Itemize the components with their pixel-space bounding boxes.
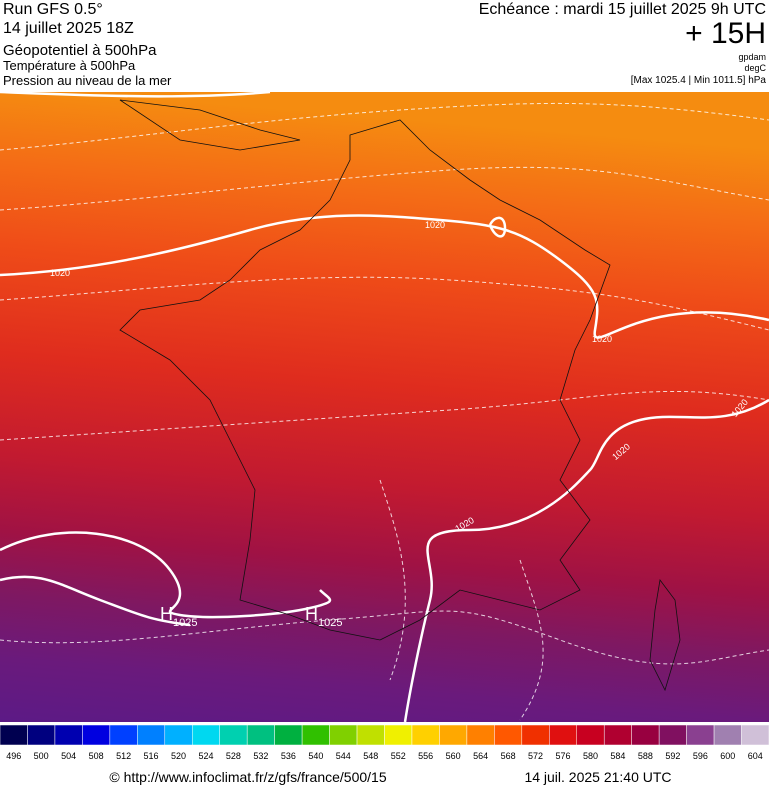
colorbar-label: 536 — [281, 751, 296, 761]
color-swatch — [192, 724, 220, 746]
color-swatch — [603, 724, 632, 746]
color-swatch — [27, 724, 56, 746]
colorbar-label: 580 — [583, 751, 598, 761]
color-swatch — [301, 724, 330, 746]
timestamp: 14 juil. 2025 21:40 UTC — [524, 769, 671, 785]
high-value: 1025 — [173, 617, 197, 629]
unit: degC — [744, 63, 766, 73]
unit: gpdam — [738, 52, 766, 62]
run-date: 14 juillet 2025 18Z — [3, 20, 134, 37]
colorbar-label: 500 — [34, 751, 49, 761]
color-swatch — [0, 724, 28, 746]
colorbar-label: 560 — [446, 751, 461, 761]
colorbar: 496 500 504 508 512 516 520 524 528 532 536 540 544 5… — [0, 724, 769, 761]
colorbar-label: 576 — [556, 751, 571, 761]
colorbar-label: 544 — [336, 751, 351, 761]
colorbar-label: 504 — [61, 751, 76, 761]
color-swatch — [494, 724, 523, 746]
color-swatch — [219, 724, 248, 746]
field-label: Pression au niveau de la mer — [3, 73, 172, 88]
color-swatch — [356, 724, 385, 746]
lead-time: + 15H — [685, 17, 766, 50]
color-swatch — [384, 724, 413, 746]
colorbar-label: 584 — [610, 751, 625, 761]
colorbar-label: 552 — [391, 751, 406, 761]
source: © http://www.infoclimat.fr/z/gfs/france/… — [109, 769, 386, 785]
color-swatch — [686, 724, 715, 746]
colorbar-label: 600 — [720, 751, 735, 761]
isobars — [0, 90, 769, 723]
high-symbol: H — [160, 604, 173, 624]
field-label: Géopotentiel à 500hPa — [3, 42, 157, 59]
color-swatch — [521, 724, 550, 746]
map-field — [0, 92, 769, 722]
color-swatch — [329, 724, 358, 746]
color-swatch — [576, 724, 605, 746]
run-label: Run GFS 0.5° — [3, 1, 103, 18]
color-swatch — [658, 724, 687, 746]
color-swatch — [82, 724, 111, 746]
color-swatch — [439, 724, 468, 746]
field-label: Température à 500hPa — [3, 58, 136, 73]
colorbar-label: 568 — [501, 751, 516, 761]
colorbar-label: 508 — [89, 751, 104, 761]
color-swatch — [466, 724, 495, 746]
color-swatch — [411, 724, 440, 746]
high-value: 1025 — [318, 617, 342, 629]
colorbar-label: 496 — [6, 751, 21, 761]
color-swatch — [713, 724, 742, 746]
color-swatch — [549, 724, 577, 746]
colorbar-label: 588 — [638, 751, 653, 761]
colorbar-label: 548 — [363, 751, 378, 761]
colorbar-label: 520 — [171, 751, 186, 761]
colorbar-label: 592 — [665, 751, 680, 761]
colorbar-label: 532 — [253, 751, 268, 761]
color-swatch — [164, 724, 193, 746]
colorbar-label: 604 — [748, 751, 763, 761]
colorbar-label: 516 — [144, 751, 159, 761]
color-swatch — [54, 724, 83, 746]
isobar-label: 1020 — [592, 334, 612, 344]
colorbar-label: 512 — [116, 751, 131, 761]
isobar-label: 1020 — [425, 220, 445, 230]
color-swatch — [246, 724, 275, 746]
color-swatch — [274, 724, 303, 746]
colorbar-label: 540 — [308, 751, 323, 761]
color-swatch — [631, 724, 660, 746]
color-swatch — [109, 724, 138, 746]
colorbar-label: 524 — [198, 751, 213, 761]
isobar-label: 1020 — [50, 268, 70, 278]
colorbar-label: 572 — [528, 751, 543, 761]
pressure-range: [Max 1025.4 | Min 1011.5] hPa — [631, 75, 767, 86]
colorbar-label: 596 — [693, 751, 708, 761]
valid-time: Echéance : mardi 15 juillet 2025 9h UTC — [479, 1, 766, 18]
color-swatch — [741, 724, 769, 746]
temperature-contours — [0, 102, 769, 721]
colorbar-label: 528 — [226, 751, 241, 761]
country-borders — [119, 99, 681, 692]
colorbar-label: 556 — [418, 751, 433, 761]
high-symbol: H — [305, 604, 318, 624]
color-swatch — [137, 724, 166, 746]
colorbar-label: 564 — [473, 751, 488, 761]
